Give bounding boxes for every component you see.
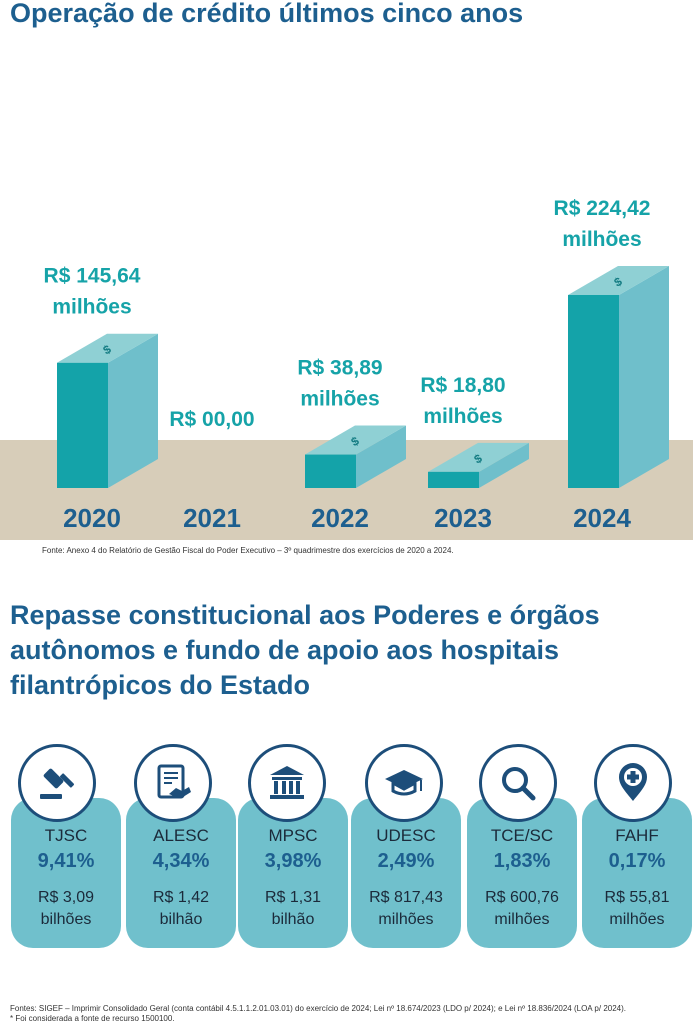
card-value-amount: R$ 55,81 [604,889,670,906]
card-udesc: UDESC 2,49% R$ 817,43 milhões [351,798,461,948]
courthouse-icon [248,744,326,822]
bar-2024: $ [568,265,669,488]
fund-source-note: * Foi considerada a fonte de recurso 150… [10,1014,175,1023]
bar-side [108,333,158,488]
year-label: 2022 [311,503,369,533]
card-percent: 1,83% [493,850,551,872]
card-alesc: ALESC 4,34% R$ 1,42 bilhão [126,798,236,948]
card-value-unit: milhões [609,911,665,928]
magnifier-icon [479,744,557,822]
card-value: R$ 1,31 bilhão [238,887,348,931]
graduation-cap-icon [365,744,443,822]
card-tcesc: TCE/SC 1,83% R$ 600,76 milhões [467,798,577,948]
card-fahf: FAHF 0,17% R$ 55,81 milhões [582,798,692,948]
card-name: TJSC [44,826,88,845]
bar-top [428,442,529,472]
bar-side [479,442,529,488]
bar-side [619,265,669,488]
card-value-amount: R$ 600,76 [485,889,559,906]
bar-value-label: milhões [562,228,641,251]
bar-value-label: R$ 38,89 [297,357,382,380]
sources-note: Fontes: SIGEF – Imprimir Consolidado Ger… [10,1004,626,1013]
bar-front [305,454,356,488]
gavel-icon [18,744,96,822]
card-value: R$ 817,43 milhões [351,887,461,931]
card-value-unit: bilhão [271,911,315,928]
bar-front [428,471,479,488]
bar-value-label: R$ 145,64 [44,265,141,288]
document-handshake-icon [134,744,212,822]
bar-top [57,333,158,363]
card-percent: 9,41% [37,850,95,872]
card-name: UDESC [376,826,436,845]
bar-top [568,265,669,295]
card-value: R$ 55,81 milhões [582,887,692,931]
card-value-unit: milhões [494,911,550,928]
section-title: Repasse constitucional aos Poderes e órg… [10,600,600,700]
bar-front [57,362,108,488]
card-value-unit: milhões [378,911,434,928]
card-percent: 3,98% [264,850,322,872]
card-value: R$ 600,76 milhões [467,887,577,931]
card-value-amount: R$ 1,31 [264,889,322,906]
card-value-amount: R$ 1,42 [152,889,210,906]
year-label: 2020 [63,503,121,533]
year-label: 2021 [183,503,241,533]
card-value-amount: R$ 817,43 [369,889,443,906]
credit-bar-chart: $ $ $ $ R$ 145,64 milhões R$ 00,00 R$ 38,89 mil… [0,197,693,540]
card-mpsc: MPSC 3,98% R$ 1,31 bilhão [238,798,348,948]
card-name: ALESC [153,826,209,845]
card-tjsc: TJSC 9,41% R$ 3,09 bilhões [11,798,121,948]
card-value-unit: bilhão [159,911,203,928]
card-value: R$ 1,42 bilhão [126,887,236,931]
bar-value-label: R$ 224,42 [554,197,651,220]
bar-value-label: milhões [300,388,379,411]
year-label: 2023 [434,503,492,533]
year-label: 2024 [573,503,631,533]
chart-source-note: Fonte: Anexo 4 do Relatório de Gestão Fi… [42,546,454,555]
bar-value-label: milhões [52,296,131,319]
bar-2023: $ [428,442,529,488]
bar-2022: $ [305,425,406,488]
transfer-cards: TJSC 9,41% R$ 3,09 bilhões ALESC 4,34% R$… [0,744,693,954]
card-name: FAHF [615,826,659,845]
card-percent: 2,49% [377,850,435,872]
medical-cross-pin-icon [594,744,672,822]
bar-front [568,294,619,488]
bar-top [305,425,406,455]
card-name: MPSC [268,826,318,845]
card-value-amount: R$ 3,09 [37,889,95,906]
bar-value-label: R$ 18,80 [420,374,505,397]
bar-2020: $ [57,333,158,488]
card-percent: 4,34% [152,850,210,872]
card-name: TCE/SC [490,826,554,845]
card-value: R$ 3,09 bilhões [11,887,121,931]
card-value-unit: bilhões [40,911,92,928]
chart-title: Operação de crédito últimos cinco anos [10,0,524,28]
card-percent: 0,17% [608,850,666,872]
bar-value-label: R$ 00,00 [169,408,254,431]
bar-side [356,425,406,488]
footnotes: Fontes: SIGEF – Imprimir Consolidado Ger… [10,1004,626,1024]
bar-value-label: milhões [423,405,502,428]
